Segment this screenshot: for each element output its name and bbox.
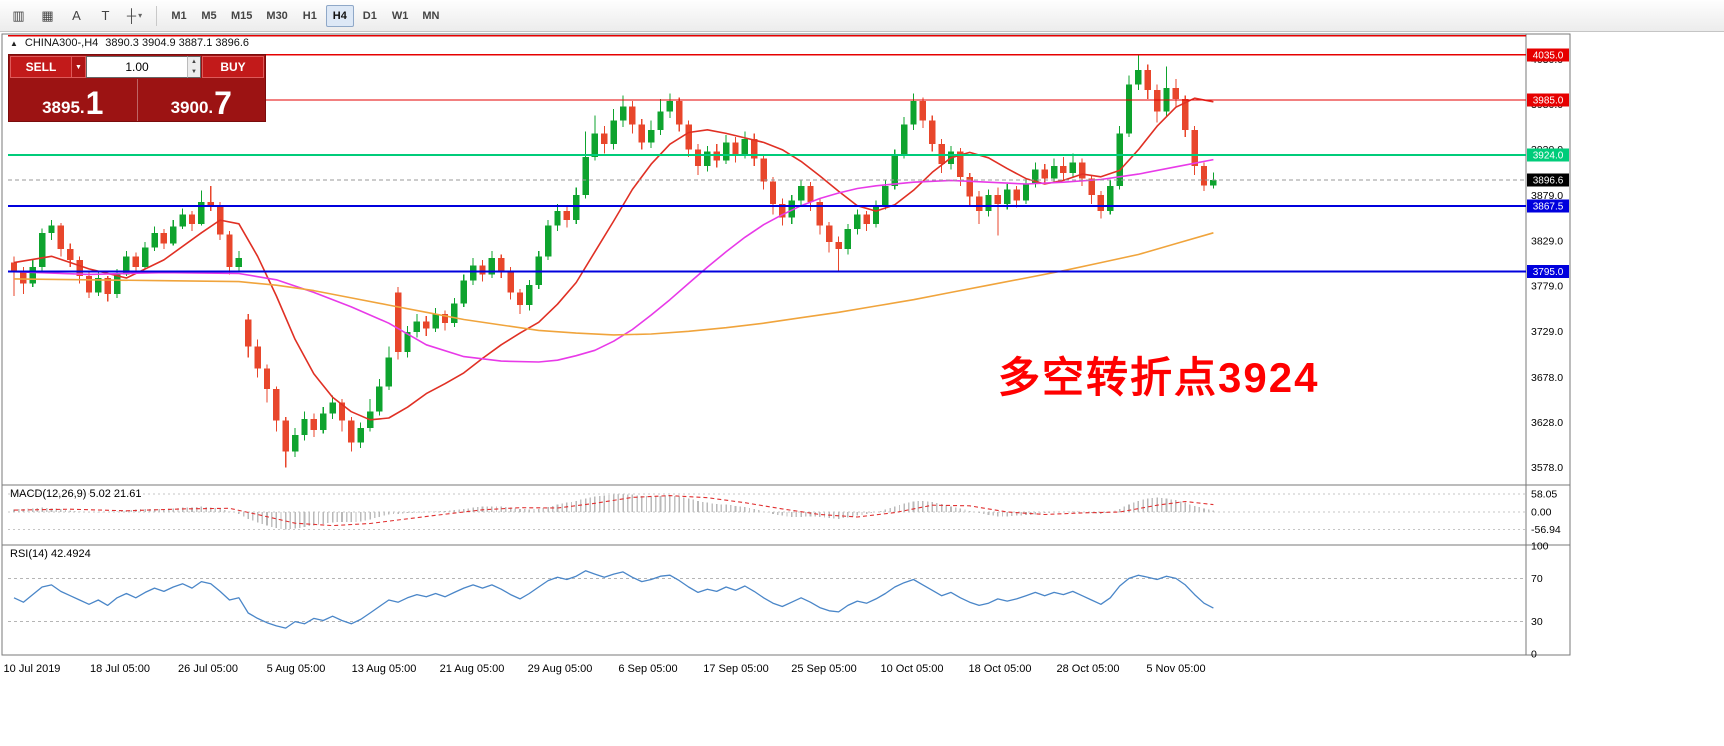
buy-price-small: 3900. bbox=[170, 98, 214, 117]
chart-type-glyph: ▥ bbox=[12, 7, 25, 23]
one-click-prices-row: 3895. 1 3900. 7 bbox=[9, 79, 265, 121]
svg-text:58.05: 58.05 bbox=[1531, 489, 1557, 501]
ohlc-values: 3890.3 3904.9 3887.1 3896.6 bbox=[105, 37, 250, 49]
text-label-icon[interactable]: A bbox=[63, 4, 90, 28]
svg-text:5 Nov 05:00: 5 Nov 05:00 bbox=[1146, 663, 1205, 675]
buy-price-big-digit: 7 bbox=[214, 84, 232, 121]
crosshair-glyph: ┼ bbox=[126, 8, 137, 23]
chart-annotation: 多空转折点3924 bbox=[998, 354, 1320, 401]
grid-icon[interactable]: ▦ bbox=[34, 4, 61, 28]
volume-input[interactable]: 1.00 bbox=[86, 56, 187, 78]
symbol-title-line: ▲ CHINA300-,H4 3890.3 3904.9 3887.1 3896… bbox=[10, 37, 249, 49]
svg-text:70: 70 bbox=[1531, 573, 1543, 585]
text-box-glyph: T bbox=[101, 8, 110, 23]
rsi-label: RSI(14) 42.4924 bbox=[10, 548, 91, 560]
timeframe-mn-button[interactable]: MN bbox=[416, 5, 445, 27]
svg-text:3867.5: 3867.5 bbox=[1533, 202, 1564, 213]
one-click-collapse-icon[interactable]: ▲ bbox=[10, 38, 18, 48]
svg-text:3795.0: 3795.0 bbox=[1533, 267, 1564, 278]
svg-text:3985.0: 3985.0 bbox=[1533, 95, 1564, 106]
sell-button[interactable]: SELL bbox=[10, 56, 72, 78]
chart-type-icon[interactable]: ▥ bbox=[5, 4, 32, 28]
svg-text:-56.94: -56.94 bbox=[1531, 524, 1561, 536]
svg-text:18 Jul 05:00: 18 Jul 05:00 bbox=[90, 663, 150, 675]
symbol-period-label: CHINA300-,H4 bbox=[24, 37, 99, 49]
candlestick-chart-canvas[interactable]: 4030.03980.03930.03879.03829.03779.03729… bbox=[0, 32, 1724, 746]
buy-price[interactable]: 3900. 7 bbox=[136, 79, 266, 121]
svg-text:17 Sep 05:00: 17 Sep 05:00 bbox=[703, 663, 768, 675]
svg-text:26 Jul 05:00: 26 Jul 05:00 bbox=[178, 663, 238, 675]
svg-text:3879.0: 3879.0 bbox=[1531, 190, 1563, 202]
svg-text:10 Oct 05:00: 10 Oct 05:00 bbox=[881, 663, 944, 675]
svg-text:3924.0: 3924.0 bbox=[1533, 151, 1564, 162]
toolbar: ▥ ▦ A T ┼ ▾ M1 M5 M15 M30 H1 H4 D1 W1 MN bbox=[0, 0, 1724, 32]
svg-text:30: 30 bbox=[1531, 616, 1543, 628]
svg-text:5 Aug 05:00: 5 Aug 05:00 bbox=[267, 663, 326, 675]
timeframe-m1-button[interactable]: M1 bbox=[165, 5, 193, 27]
chevron-down-icon: ▾ bbox=[138, 11, 143, 20]
timeframe-h4-button[interactable]: H4 bbox=[325, 4, 354, 27]
timeframe-m15-button[interactable]: M15 bbox=[225, 5, 258, 27]
volume-dropdown-icon[interactable]: ▼ bbox=[72, 56, 86, 78]
sell-price-small: 3895. bbox=[42, 98, 85, 117]
timeframe-h1-button[interactable]: H1 bbox=[296, 5, 324, 27]
svg-text:3678.0: 3678.0 bbox=[1531, 372, 1563, 384]
text-box-icon[interactable]: T bbox=[92, 4, 119, 28]
timeframe-w1-button[interactable]: W1 bbox=[386, 5, 415, 27]
svg-text:29 Aug 05:00: 29 Aug 05:00 bbox=[528, 663, 593, 675]
svg-text:0.00: 0.00 bbox=[1531, 507, 1552, 519]
svg-text:3896.6: 3896.6 bbox=[1533, 175, 1564, 186]
svg-text:13 Aug 05:00: 13 Aug 05:00 bbox=[352, 663, 417, 675]
svg-text:18 Oct 05:00: 18 Oct 05:00 bbox=[969, 663, 1032, 675]
volume-stepper: ▲ ▼ bbox=[187, 56, 201, 78]
svg-text:6 Sep 05:00: 6 Sep 05:00 bbox=[618, 663, 677, 675]
svg-text:3779.0: 3779.0 bbox=[1531, 281, 1563, 293]
timeframe-d1-button[interactable]: D1 bbox=[356, 5, 384, 27]
toolbar-separator bbox=[156, 5, 157, 26]
text-label-glyph: A bbox=[72, 8, 81, 23]
one-click-controls-row: SELL ▼ 1.00 ▲ ▼ BUY bbox=[9, 55, 265, 79]
sell-price[interactable]: 3895. 1 bbox=[9, 79, 137, 121]
crosshair-icon[interactable]: ┼ ▾ bbox=[121, 4, 148, 28]
macd-label: MACD(12,26,9) 5.02 21.61 bbox=[10, 488, 142, 500]
volume-down-icon[interactable]: ▼ bbox=[188, 67, 200, 77]
volume-up-icon[interactable]: ▲ bbox=[188, 57, 200, 67]
buy-button[interactable]: BUY bbox=[202, 56, 264, 78]
timeframe-m30-button[interactable]: M30 bbox=[260, 5, 293, 27]
one-click-trading-panel: SELL ▼ 1.00 ▲ ▼ BUY 3895. 1 3900. 7 bbox=[8, 54, 266, 122]
svg-text:0: 0 bbox=[1531, 649, 1537, 661]
svg-text:21 Aug 05:00: 21 Aug 05:00 bbox=[440, 663, 505, 675]
svg-text:3628.0: 3628.0 bbox=[1531, 417, 1563, 429]
grid-glyph: ▦ bbox=[41, 7, 54, 23]
timeframe-m5-button[interactable]: M5 bbox=[195, 5, 223, 27]
sell-price-big-digit: 1 bbox=[85, 84, 104, 121]
svg-text:100: 100 bbox=[1531, 541, 1549, 553]
svg-text:28 Oct 05:00: 28 Oct 05:00 bbox=[1057, 663, 1120, 675]
svg-text:3829.0: 3829.0 bbox=[1531, 235, 1563, 247]
svg-text:25 Sep 05:00: 25 Sep 05:00 bbox=[791, 663, 856, 675]
svg-text:10 Jul 2019: 10 Jul 2019 bbox=[4, 663, 61, 675]
svg-text:3729.0: 3729.0 bbox=[1531, 326, 1563, 338]
svg-text:3578.0: 3578.0 bbox=[1531, 462, 1563, 474]
svg-text:4035.0: 4035.0 bbox=[1533, 50, 1564, 61]
